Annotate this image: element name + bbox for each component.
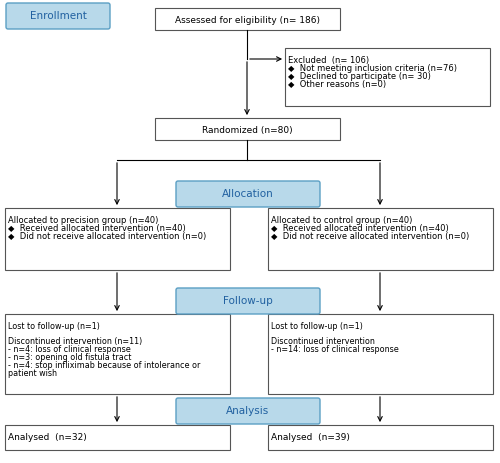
- Text: Enrollment: Enrollment: [30, 11, 86, 21]
- Text: ◆  Did not receive allocated intervention (n=0): ◆ Did not receive allocated intervention…: [8, 232, 206, 241]
- Text: Allocated to control group (n=40): Allocated to control group (n=40): [271, 216, 412, 225]
- Text: ◆  Did not receive allocated intervention (n=0): ◆ Did not receive allocated intervention…: [271, 232, 469, 241]
- Bar: [268, 208, 493, 270]
- Text: Allocation: Allocation: [222, 189, 274, 199]
- Text: ◆  Received allocated intervention (n=40): ◆ Received allocated intervention (n=40): [8, 224, 186, 233]
- Text: Analysis: Analysis: [226, 406, 270, 416]
- Bar: [5, 314, 230, 394]
- Text: Lost to follow-up (n=1): Lost to follow-up (n=1): [8, 322, 100, 331]
- Text: - n=3: opening old fistula tract: - n=3: opening old fistula tract: [8, 353, 132, 362]
- Text: - n=4: stop infliximab because of intolerance or: - n=4: stop infliximab because of intole…: [8, 361, 200, 370]
- Text: ◆  Not meeting inclusion criteria (n=76): ◆ Not meeting inclusion criteria (n=76): [288, 64, 457, 73]
- Text: Randomized (n=80): Randomized (n=80): [202, 126, 293, 135]
- Text: Allocated to precision group (n=40): Allocated to precision group (n=40): [8, 216, 158, 225]
- Text: Discontinued intervention: Discontinued intervention: [271, 338, 375, 346]
- Bar: [155, 8, 340, 30]
- Text: Follow-up: Follow-up: [223, 296, 273, 306]
- Bar: [268, 314, 493, 394]
- Text: ◆  Received allocated intervention (n=40): ◆ Received allocated intervention (n=40): [271, 224, 449, 233]
- Text: - n=4: loss of clinical response: - n=4: loss of clinical response: [8, 345, 131, 354]
- Text: Assessed for eligibility (n= 186): Assessed for eligibility (n= 186): [175, 16, 320, 25]
- Text: Analysed  (n=39): Analysed (n=39): [271, 433, 350, 442]
- Bar: [5, 425, 230, 450]
- Text: Lost to follow-up (n=1): Lost to follow-up (n=1): [271, 322, 363, 331]
- FancyBboxPatch shape: [176, 288, 320, 314]
- Text: ◆  Declined to participate (n= 30): ◆ Declined to participate (n= 30): [288, 72, 431, 81]
- FancyBboxPatch shape: [176, 398, 320, 424]
- Bar: [155, 118, 340, 140]
- FancyBboxPatch shape: [6, 3, 110, 29]
- Text: patient wish: patient wish: [8, 369, 57, 378]
- Bar: [285, 48, 490, 106]
- Bar: [5, 208, 230, 270]
- Text: Analysed  (n=32): Analysed (n=32): [8, 433, 87, 442]
- Bar: [268, 425, 493, 450]
- Text: - n=14: loss of clinical response: - n=14: loss of clinical response: [271, 345, 399, 354]
- FancyBboxPatch shape: [176, 181, 320, 207]
- Text: Discontinued intervention (n=11): Discontinued intervention (n=11): [8, 338, 142, 346]
- Text: Excluded  (n= 106): Excluded (n= 106): [288, 56, 369, 65]
- Text: ◆  Other reasons (n=0): ◆ Other reasons (n=0): [288, 80, 386, 89]
